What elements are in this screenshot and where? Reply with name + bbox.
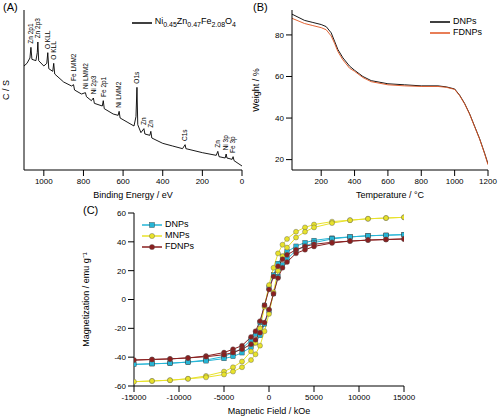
svg-text:5000: 5000 — [305, 393, 323, 402]
svg-text:Magnetic Field / kOe: Magnetic Field / kOe — [228, 406, 311, 416]
svg-text:60: 60 — [275, 72, 284, 81]
svg-text:40: 40 — [117, 238, 126, 247]
svg-text:Fe LMM2: Fe LMM2 — [70, 53, 77, 81]
svg-text:Ni LMM2: Ni LMM2 — [82, 63, 89, 89]
svg-text:-15000: -15000 — [122, 393, 147, 402]
svg-text:-40: -40 — [114, 353, 126, 362]
svg-text:60: 60 — [117, 209, 126, 218]
svg-text:-10000: -10000 — [167, 393, 192, 402]
svg-text:40: 40 — [275, 114, 284, 123]
svg-text:200: 200 — [196, 177, 210, 186]
svg-text:1000: 1000 — [35, 177, 53, 186]
svg-text:-60: -60 — [114, 382, 126, 391]
svg-text:Binding Energy / eV: Binding Energy / eV — [93, 190, 173, 200]
svg-text:-5000: -5000 — [214, 393, 235, 402]
svg-text:Ni 3p: Ni 3p — [222, 135, 230, 151]
html-text:DNPs: DNPs — [453, 16, 477, 26]
svg-text:Zn: Zn — [147, 120, 154, 128]
svg-text:10000: 10000 — [348, 393, 371, 402]
svg-text:400: 400 — [156, 177, 170, 186]
html-text:DNPs: DNPs — [165, 219, 189, 229]
svg-text:800: 800 — [415, 177, 429, 186]
svg-text:Weight / %: Weight / % — [251, 68, 261, 111]
svg-text:400: 400 — [348, 177, 362, 186]
svg-text:1000: 1000 — [446, 177, 464, 186]
html-text:MNPs: MNPs — [165, 230, 190, 240]
svg-text:Zn: Zn — [140, 117, 148, 125]
svg-text:800: 800 — [77, 177, 91, 186]
svg-text:O KLL: O KLL — [44, 30, 52, 49]
svg-text:20: 20 — [117, 267, 126, 276]
svg-text:Fe 2p1: Fe 2p1 — [100, 76, 108, 97]
svg-text:600: 600 — [381, 177, 395, 186]
svg-text:Zn: Zn — [214, 140, 221, 148]
svg-text:600: 600 — [116, 177, 130, 186]
svg-text:1200: 1200 — [479, 177, 492, 186]
svg-text:0: 0 — [240, 177, 245, 186]
svg-text:0: 0 — [122, 295, 127, 304]
svg-text:C / S: C / S — [8, 80, 11, 100]
svg-text:Zn 2p1: Zn 2p1 — [27, 23, 35, 44]
html-text:Ni0.45Zn0.47Fe2.08O4: Ni0.45Zn0.47Fe2.08O4 — [154, 16, 236, 28]
html-text:FDNPs: FDNPs — [165, 241, 194, 251]
svg-text:200: 200 — [315, 177, 329, 186]
svg-text:Ni 2p3: Ni 2p3 — [90, 75, 98, 94]
svg-text:15000: 15000 — [393, 393, 416, 402]
svg-text:Magnetization / emu g⁻¹: Magnetization / emu g⁻¹ — [81, 252, 91, 347]
svg-text:-20: -20 — [114, 324, 126, 333]
html-text:(C): (C) — [83, 204, 99, 216]
html-text:(B): (B) — [253, 1, 268, 13]
html-text:(A): (A) — [3, 1, 18, 13]
svg-text:O1s: O1s — [133, 71, 140, 84]
svg-text:0: 0 — [267, 393, 272, 402]
svg-text:Fe 3p: Fe 3p — [229, 136, 237, 153]
svg-text:C1s: C1s — [181, 129, 188, 141]
svg-text:Temperature / °C: Temperature / °C — [356, 190, 425, 200]
svg-text:Zn 2p3: Zn 2p3 — [34, 18, 42, 39]
svg-text:Ni LMM2: Ni LMM2 — [115, 81, 122, 107]
html-text:FDNPs: FDNPs — [453, 27, 482, 37]
svg-text:20: 20 — [275, 155, 284, 164]
svg-text:80: 80 — [275, 31, 284, 40]
svg-text:O KLL: O KLL — [50, 41, 57, 60]
